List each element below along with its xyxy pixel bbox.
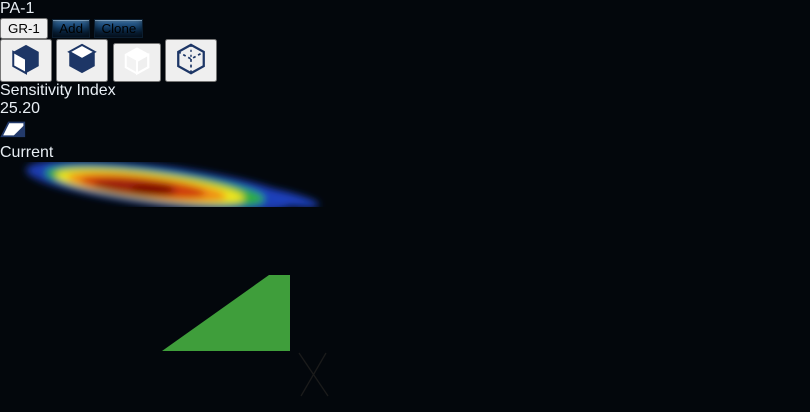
scan-view-canvas: Sensitivity Index 25.20 Current bbox=[0, 39, 810, 412]
scene-overlay bbox=[162, 275, 329, 397]
specimen-part bbox=[0, 160, 810, 212]
view-cube-front-selected-icon[interactable] bbox=[112, 43, 161, 82]
view-cube-wireframe-icon[interactable] bbox=[165, 39, 218, 82]
view-cube-top-face-icon[interactable] bbox=[56, 39, 109, 82]
sensitivity-index-box[interactable]: Sensitivity Index 25.20 bbox=[0, 82, 810, 118]
add-button[interactable]: Add bbox=[52, 19, 91, 38]
probe-label: PA-1 bbox=[0, 0, 35, 17]
view-cube-left-face-icon[interactable] bbox=[0, 39, 52, 82]
current-toggle-label: Current bbox=[0, 144, 54, 161]
group-tab-gr1[interactable]: GR-1 bbox=[0, 18, 48, 39]
wedge-overlay-icon[interactable] bbox=[0, 121, 26, 143]
clone-button[interactable]: Clone bbox=[94, 19, 144, 38]
current-toggle[interactable]: Current bbox=[0, 144, 810, 162]
sensitivity-index-value: 25.20 bbox=[0, 100, 41, 117]
aim-heatmap bbox=[25, 160, 319, 212]
green-wedge bbox=[162, 275, 290, 351]
sensitivity-index-label: Sensitivity Index bbox=[0, 82, 116, 99]
